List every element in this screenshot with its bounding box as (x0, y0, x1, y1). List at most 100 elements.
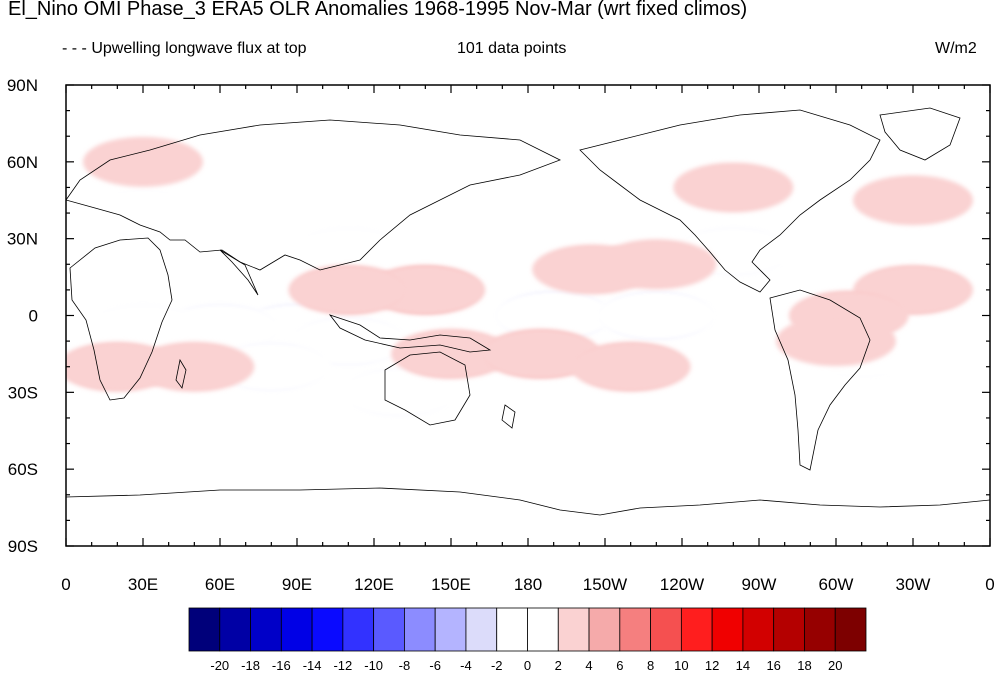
colorbar-label: 4 (585, 658, 592, 673)
colorbar-swatch (188, 607, 221, 652)
colorbar-swatch (280, 607, 313, 652)
colorbar-swatch (219, 607, 251, 652)
colorbar-swatch (342, 607, 375, 652)
anomaly-contour (493, 290, 614, 341)
anomaly-contour (570, 341, 691, 392)
colorbar-label: -12 (333, 658, 352, 673)
lat-label: 30N (7, 230, 38, 249)
colorbar-swatch (711, 607, 744, 652)
latitude-labels: 90N 60N 30N 0 30S 60S 90S (7, 76, 38, 556)
colorbar-label: 16 (766, 658, 780, 673)
anomaly-field (66, 107, 990, 516)
colorbar-swatch (619, 607, 651, 652)
colorbar-swatch (527, 607, 559, 652)
colorbar-swatch (373, 607, 405, 652)
longitude-labels: 0 30E 60E 90E 120E 150E 180 150W 120W 90W 60W 30W 0 (61, 575, 994, 594)
lon-label: 180 (514, 575, 542, 594)
anomaly-blob (83, 188, 203, 239)
colorbar-label: 12 (705, 658, 719, 673)
lon-label: 90W (742, 575, 777, 594)
colorbar-label: -2 (491, 658, 503, 673)
lon-label: 150W (583, 575, 627, 594)
anomaly-contour (134, 341, 255, 392)
colorbar-swatch (773, 607, 805, 652)
colorbar-label: -18 (241, 658, 260, 673)
colorbar-label: -16 (272, 658, 291, 673)
colorbar-swatch (311, 607, 344, 652)
colorbar-label: 18 (797, 658, 811, 673)
colorbar-swatch (557, 607, 590, 652)
anomaly-blob (493, 290, 614, 341)
anomaly-contour (596, 290, 717, 341)
coast-new-zealand (501, 404, 516, 429)
colorbar-swatch (742, 607, 775, 652)
anomaly-blob (596, 290, 717, 341)
anomaly-contour (391, 328, 511, 379)
anomaly-contour (66, 380, 152, 431)
map-title: El_Nino OMI Phase_3 ERA5 OLR Anomalies 1… (8, 0, 748, 20)
colorbar-label: -4 (460, 658, 472, 673)
colorbar-label: 10 (674, 658, 688, 673)
coast-india (219, 249, 259, 296)
coast-madagascar (175, 358, 187, 389)
axis-ticks (65, 84, 991, 547)
coast-greenland (879, 107, 961, 161)
lon-label: 30W (896, 575, 931, 594)
colorbar-swatch (650, 607, 682, 652)
colorbar (188, 607, 867, 652)
colorbar-swatch (250, 607, 282, 652)
colorbar-swatch (465, 607, 498, 652)
anomaly-blob (570, 341, 691, 392)
anomaly-blob (288, 226, 409, 277)
anomaly-blob (339, 367, 460, 418)
coast-africa (69, 237, 173, 401)
anomaly-blob (480, 328, 601, 379)
lat-label: 90S (8, 537, 38, 556)
lat-label: 60N (7, 153, 38, 172)
anomaly-blob (288, 316, 409, 367)
colorbar-swatch (496, 607, 528, 652)
data-points-label: 101 data points (457, 40, 567, 57)
anomaly-contour (673, 162, 794, 213)
anomaly-blob (66, 380, 152, 431)
anomaly-contour (83, 303, 203, 354)
lat-label: 0 (29, 307, 38, 326)
coast-south-america (769, 289, 871, 471)
colorbar-label: 6 (616, 658, 623, 673)
units-label: W/m2 (935, 40, 977, 57)
anomaly-blob (853, 175, 973, 226)
colorbar-swatch (588, 607, 621, 652)
lon-label: 60E (205, 575, 235, 594)
anomaly-blob (596, 239, 717, 290)
anomaly-contour (83, 136, 203, 187)
anomaly-contour (853, 175, 973, 226)
coast-antarctica (66, 487, 990, 516)
lon-label: 90E (282, 575, 312, 594)
colorbar-label: 20 (828, 658, 842, 673)
anomaly-contour (83, 188, 203, 239)
colorbar-swatch (804, 607, 836, 652)
anomaly-blob (83, 303, 203, 354)
lon-label: 30E (128, 575, 158, 594)
colorbar-label: -14 (303, 658, 322, 673)
colorbar-label: 8 (647, 658, 654, 673)
colorbar-label: 0 (524, 658, 531, 673)
lon-label: 0 (61, 575, 70, 594)
anomaly-contour (288, 264, 409, 315)
lon-label: 150E (431, 575, 471, 594)
colorbar-swatch (680, 607, 713, 652)
anomaly-blob (288, 264, 409, 315)
lat-label: 30S (8, 383, 38, 402)
anomaly-blob (83, 136, 203, 187)
colorbar-label: -10 (364, 658, 383, 673)
colorbar-label: 14 (736, 658, 750, 673)
lon-label: 120E (354, 575, 394, 594)
colorbar-label: -6 (429, 658, 441, 673)
lat-label: 90N (7, 76, 38, 95)
coast-australia (384, 351, 471, 426)
anomaly-contour (288, 226, 409, 277)
colorbar-swatch (404, 607, 436, 652)
colorbar-labels: -20 -18 -16 -14 -12 -10 -8 -6 -4 -2 0 2 4 6 8 10 12 14 16 1… (210, 658, 842, 673)
anomaly-contour (339, 367, 460, 418)
